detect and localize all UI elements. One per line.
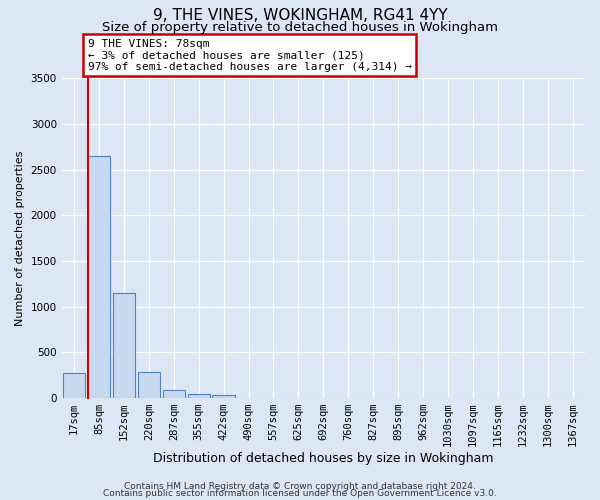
Bar (113, 294, 135, 398)
Bar (163, 390, 185, 398)
X-axis label: Distribution of detached houses by size in Wokingham: Distribution of detached houses by size … (153, 452, 494, 465)
Text: Size of property relative to detached houses in Wokingham: Size of property relative to detached ho… (102, 21, 498, 34)
Bar (212, 395, 235, 398)
Text: Contains public sector information licensed under the Open Government Licence v3: Contains public sector information licen… (103, 489, 497, 498)
Bar (137, 372, 160, 398)
Bar (188, 394, 210, 398)
Bar (88, 156, 110, 398)
Y-axis label: Number of detached properties: Number of detached properties (15, 150, 25, 326)
Text: 9, THE VINES, WOKINGHAM, RG41 4YY: 9, THE VINES, WOKINGHAM, RG41 4YY (152, 8, 448, 22)
Bar (63, 373, 85, 398)
Text: 9 THE VINES: 78sqm
← 3% of detached houses are smaller (125)
97% of semi-detache: 9 THE VINES: 78sqm ← 3% of detached hous… (88, 39, 412, 72)
Text: Contains HM Land Registry data © Crown copyright and database right 2024.: Contains HM Land Registry data © Crown c… (124, 482, 476, 491)
